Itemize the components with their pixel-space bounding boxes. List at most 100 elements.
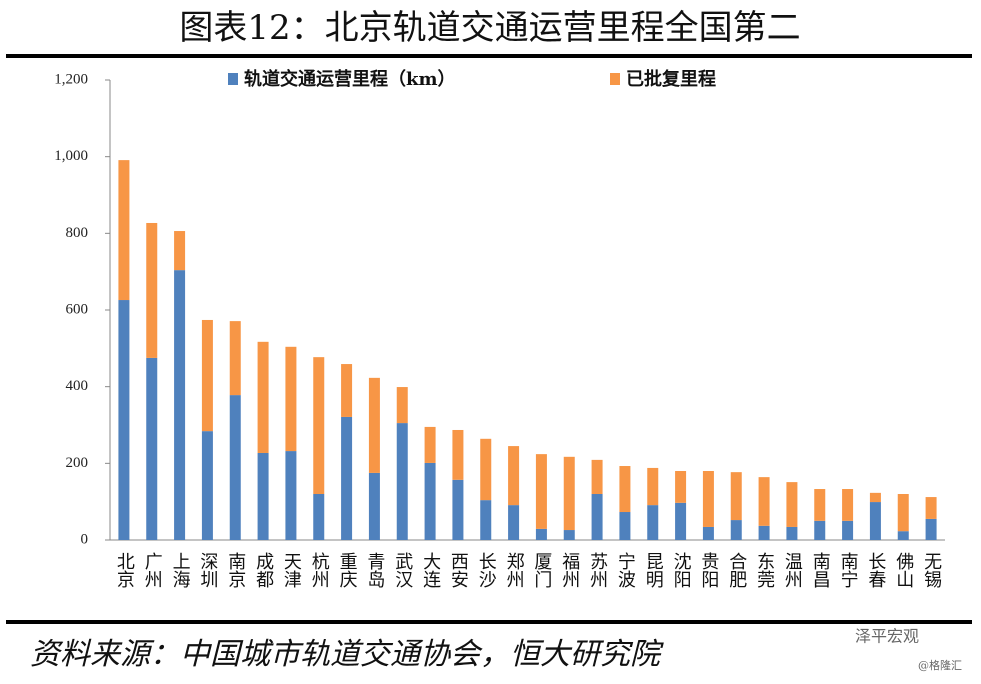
bar-segment xyxy=(535,528,547,540)
bar-segment xyxy=(730,520,742,540)
bar-segment xyxy=(814,520,826,540)
bar-segment xyxy=(869,492,881,503)
x-tick-label: 长沙 xyxy=(476,552,497,588)
bar-segment xyxy=(229,321,241,396)
bar-segment xyxy=(118,300,130,540)
bar-segment xyxy=(842,489,854,521)
bar-segment xyxy=(619,512,631,540)
bar-segment xyxy=(591,459,603,494)
bar-segment xyxy=(508,505,520,540)
x-tick-label: 宁波 xyxy=(615,552,636,588)
bar-segment xyxy=(118,160,130,301)
bar-segment xyxy=(174,231,186,271)
plot: 0 200 400 600 800 1,000 1,200 北京 广州 上海 深圳 南京 成都 天津 杭州重… xyxy=(54,68,945,589)
x-tick-label: 合肥 xyxy=(726,552,747,588)
x-tick-label: 上海 xyxy=(170,552,191,588)
page-title: 图表12：北京轨道交通运营里程全国第二 xyxy=(179,8,800,48)
x-tick-label: 重庆 xyxy=(337,552,358,588)
bar-segment xyxy=(313,494,325,540)
x-tick-label: 苏州 xyxy=(587,552,608,588)
credit: @格隆汇 xyxy=(918,658,962,672)
bar-segment xyxy=(424,426,436,463)
bar-segment xyxy=(925,518,937,540)
x-tick-label: 深圳 xyxy=(197,552,218,588)
x-tick-label: 厦门 xyxy=(531,552,552,589)
bar-segment xyxy=(146,222,158,358)
bar-segment xyxy=(285,346,297,452)
bar-segment xyxy=(563,456,575,531)
legend-swatch xyxy=(610,73,620,85)
bar-segment xyxy=(257,452,269,540)
bar-segment xyxy=(146,357,158,540)
x-tick-label: 杭州 xyxy=(309,552,330,588)
bar-segment xyxy=(174,270,186,540)
legend-label: 轨道交通运营里程（km） xyxy=(244,68,456,90)
bar-segment xyxy=(786,526,798,540)
x-tick-label: 福州 xyxy=(559,552,580,588)
x-tick-label: 天津 xyxy=(281,552,302,588)
bar-segment xyxy=(647,467,659,506)
x-tick-label: 郑州 xyxy=(504,552,525,588)
x-tick-label: 成都 xyxy=(253,552,274,588)
bar-segment xyxy=(814,489,826,521)
bar-segment xyxy=(702,471,714,527)
bar-segment xyxy=(563,530,575,540)
y-tick-label: 800 xyxy=(66,225,89,241)
y-tick-label: 1,200 xyxy=(54,71,88,87)
bar-segment xyxy=(313,357,325,494)
y-tick-label: 0 xyxy=(81,531,89,547)
y-tick-label: 600 xyxy=(66,301,89,317)
bar-segment xyxy=(925,497,937,519)
watermark: 泽平宏观 xyxy=(855,627,919,646)
x-tick-label: 武汉 xyxy=(392,552,413,588)
y-tick-label: 1,000 xyxy=(54,148,88,164)
bar-segment xyxy=(480,500,492,540)
x-tick-label: 东莞 xyxy=(754,552,775,588)
bar-segment xyxy=(508,446,520,506)
bar-segment xyxy=(647,505,659,540)
bar-segment xyxy=(897,531,909,540)
x-tick-label: 南京 xyxy=(225,552,246,589)
x-tick-label: 北京 xyxy=(114,552,135,589)
x-tick-label: 广州 xyxy=(142,552,163,588)
x-tick-label: 无锡 xyxy=(921,552,942,589)
y-tick-label: 400 xyxy=(66,378,89,394)
x-tick-label: 南宁 xyxy=(838,552,859,588)
bar-segment xyxy=(285,451,297,540)
bar-segment xyxy=(452,429,464,480)
x-tick-label: 南昌 xyxy=(810,552,831,588)
x-tick-label: 昆明 xyxy=(643,552,664,589)
legend-swatch xyxy=(228,73,238,85)
bar-segment xyxy=(396,423,408,540)
bar-segment xyxy=(368,377,380,473)
bar-segment xyxy=(786,482,798,527)
bar-segment xyxy=(341,364,353,417)
bar-segment xyxy=(591,494,603,540)
bar-segment xyxy=(424,462,436,540)
bar-segment xyxy=(730,472,742,521)
legend-label: 已批复里程 xyxy=(626,68,716,90)
bar-segment xyxy=(758,525,770,540)
bar-segment xyxy=(758,477,770,526)
x-tick-label: 佛山 xyxy=(893,552,914,588)
bar-segment xyxy=(702,526,714,540)
bar-segment xyxy=(368,472,380,540)
bar-segment xyxy=(619,466,631,513)
y-tick-label: 200 xyxy=(66,455,89,471)
x-tick-label: 温州 xyxy=(782,552,803,588)
x-tick-label: 贵阳 xyxy=(698,552,719,588)
bar-segment xyxy=(201,431,213,540)
bar-segment xyxy=(341,416,353,540)
x-tick-label: 长春 xyxy=(865,552,886,588)
bar-segment xyxy=(535,454,547,529)
bar-segment xyxy=(675,502,687,540)
bar-segment xyxy=(675,471,687,503)
bar-segment xyxy=(229,395,241,540)
bar-segment xyxy=(396,387,408,424)
bar-segment xyxy=(257,341,269,453)
bar-segment xyxy=(201,319,213,432)
x-tick-label: 西安 xyxy=(448,552,469,588)
x-tick-label: 大连 xyxy=(420,552,441,588)
bar-segment xyxy=(842,520,854,540)
